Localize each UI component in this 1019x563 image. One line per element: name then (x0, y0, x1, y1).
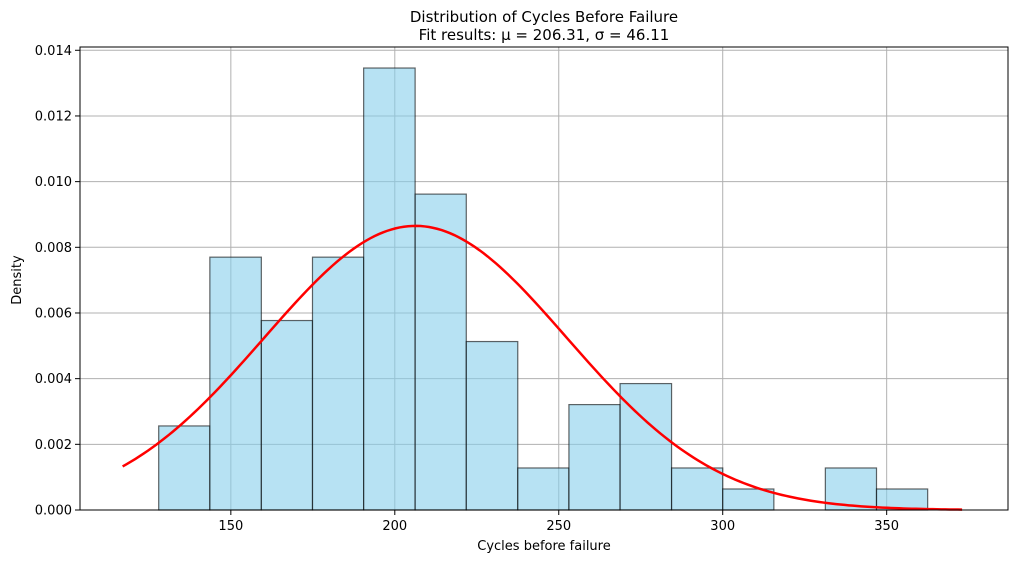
chart-subtitle: Fit results: μ = 206.31, σ = 46.11 (419, 26, 670, 44)
histogram-bar (414, 193, 467, 511)
histogram-bar (465, 340, 519, 511)
histogram-bars (158, 67, 929, 511)
histogram-bar (363, 67, 416, 511)
y-tick-label: 0.000 (35, 504, 72, 519)
histogram-bar (568, 403, 621, 511)
x-tick-label: 300 (710, 519, 735, 534)
x-tick-label: 250 (546, 519, 571, 534)
x-tick-label: 350 (874, 519, 899, 534)
y-tick-label: 0.004 (35, 372, 72, 387)
x-tick-label: 150 (218, 519, 243, 534)
histogram-bar (158, 425, 211, 511)
histogram-bar (722, 488, 775, 511)
normal-fit-curve (122, 224, 963, 511)
histogram-bar (670, 467, 724, 511)
x-tick-label: 200 (382, 519, 407, 534)
y-tick-label: 0.010 (35, 175, 72, 190)
x-axis-label: Cycles before failure (477, 539, 610, 554)
y-axis-label: Density (10, 255, 25, 305)
y-axis-ticks: 0.000 0.002 0.004 0.006 0.008 0.010 0.012 0.014 (35, 44, 80, 519)
histogram-bar (260, 319, 314, 511)
y-tick-label: 0.012 (35, 109, 72, 124)
histogram-bar (311, 256, 365, 511)
y-tick-label: 0.006 (35, 306, 72, 321)
histogram-bar (209, 256, 262, 511)
histogram-bar (517, 467, 570, 511)
chart-title: Distribution of Cycles Before Failure (410, 8, 678, 26)
y-tick-label: 0.002 (35, 438, 72, 453)
y-tick-label: 0.008 (35, 241, 72, 256)
y-tick-label: 0.014 (35, 44, 72, 59)
x-axis-ticks: 150 200 250 300 350 (218, 510, 899, 534)
plot-frame (79, 46, 1009, 511)
